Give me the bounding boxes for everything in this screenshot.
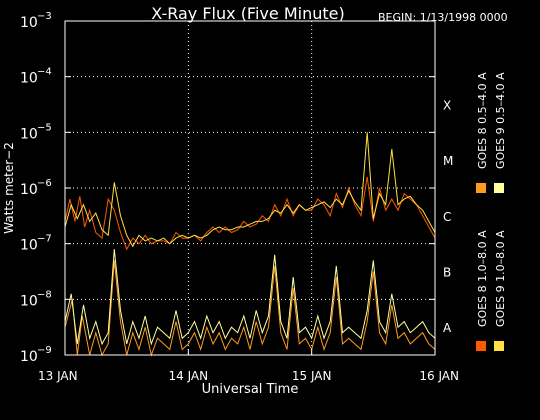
legend-swatch [476,183,486,193]
legend-item: GOES 9 0.5–4.0 A [494,72,507,193]
flare-class-x: X [443,99,451,113]
flare-class-labels: X M C B A [443,99,453,336]
legend: GOES 8 1.0–8.0 A GOES 8 0.5–4.0 A GOES 9 1… [476,72,507,351]
y-tick-exponent: −3 [37,11,52,22]
y-tick-base: 10 [20,238,38,254]
series-line-4 [64,249,436,346]
y-tick-base: 10 [20,126,38,142]
y-tick-base: 10 [20,15,38,31]
series-line-3 [64,132,436,248]
begin-date-label: BEGIN: 1/13/1998 0000 [378,11,508,24]
x-tick-label: 16 JAN [419,369,459,383]
y-tick-base: 10 [20,71,38,87]
flare-class-a: A [443,321,452,335]
grid-lines [65,21,435,355]
y-tick-base: 10 [20,349,38,365]
flare-class-m: M [443,154,453,168]
legend-label: GOES 8 0.5–4.0 A [476,72,489,169]
legend-label: GOES 9 1.0–8.0 A [494,230,507,327]
legend-item: GOES 8 1.0–8.0 A [476,230,489,351]
y-tick-exponent: −5 [37,122,52,133]
y-tick-label: 10 −9 [20,345,52,365]
x-tick-label: 15 JAN [292,369,332,383]
legend-swatch [476,341,486,351]
legend-item: GOES 8 0.5–4.0 A [476,72,489,193]
legend-swatch [494,183,504,193]
y-tick-exponent: −6 [37,178,52,189]
flare-class-b: B [443,266,451,280]
x-tick-label: 13 JAN [38,369,78,383]
y-axis-ticks: 10−910−810−710−610−510−410−3 [20,11,435,365]
legend-label: GOES 8 1.0–8.0 A [476,230,489,327]
y-tick-base: 10 [20,182,38,198]
legend-item: GOES 9 1.0–8.0 A [494,230,507,351]
legend-swatch [494,341,504,351]
x-axis-title: Universal Time [202,382,299,397]
y-tick-exponent: −4 [37,67,52,78]
y-tick-label: 10 −8 [20,289,52,309]
y-tick-exponent: −7 [37,234,52,245]
series-line-1 [64,176,436,251]
y-tick-exponent: −8 [37,289,52,300]
y-tick-label: 10 −3 [20,11,52,31]
y-tick-exponent: −9 [37,345,52,356]
y-tick-base: 10 [20,293,38,309]
chart-title: X-Ray Flux (Five Minute) [151,4,344,23]
series-layer [64,132,436,357]
y-tick-label: 10 −4 [20,67,52,87]
y-tick-label: 10 −7 [20,234,52,254]
flare-class-c: C [443,210,451,224]
legend-label: GOES 9 0.5–4.0 A [494,72,507,169]
x-axis-ticks: 13 JAN 14 JAN 15 JAN 16 JAN [38,349,459,383]
y-tick-label: 10 −5 [20,122,52,142]
y-axis-title: Watts meter−2 [2,142,16,234]
y-tick-label: 10 −6 [20,178,52,198]
x-tick-label: 14 JAN [169,369,209,383]
